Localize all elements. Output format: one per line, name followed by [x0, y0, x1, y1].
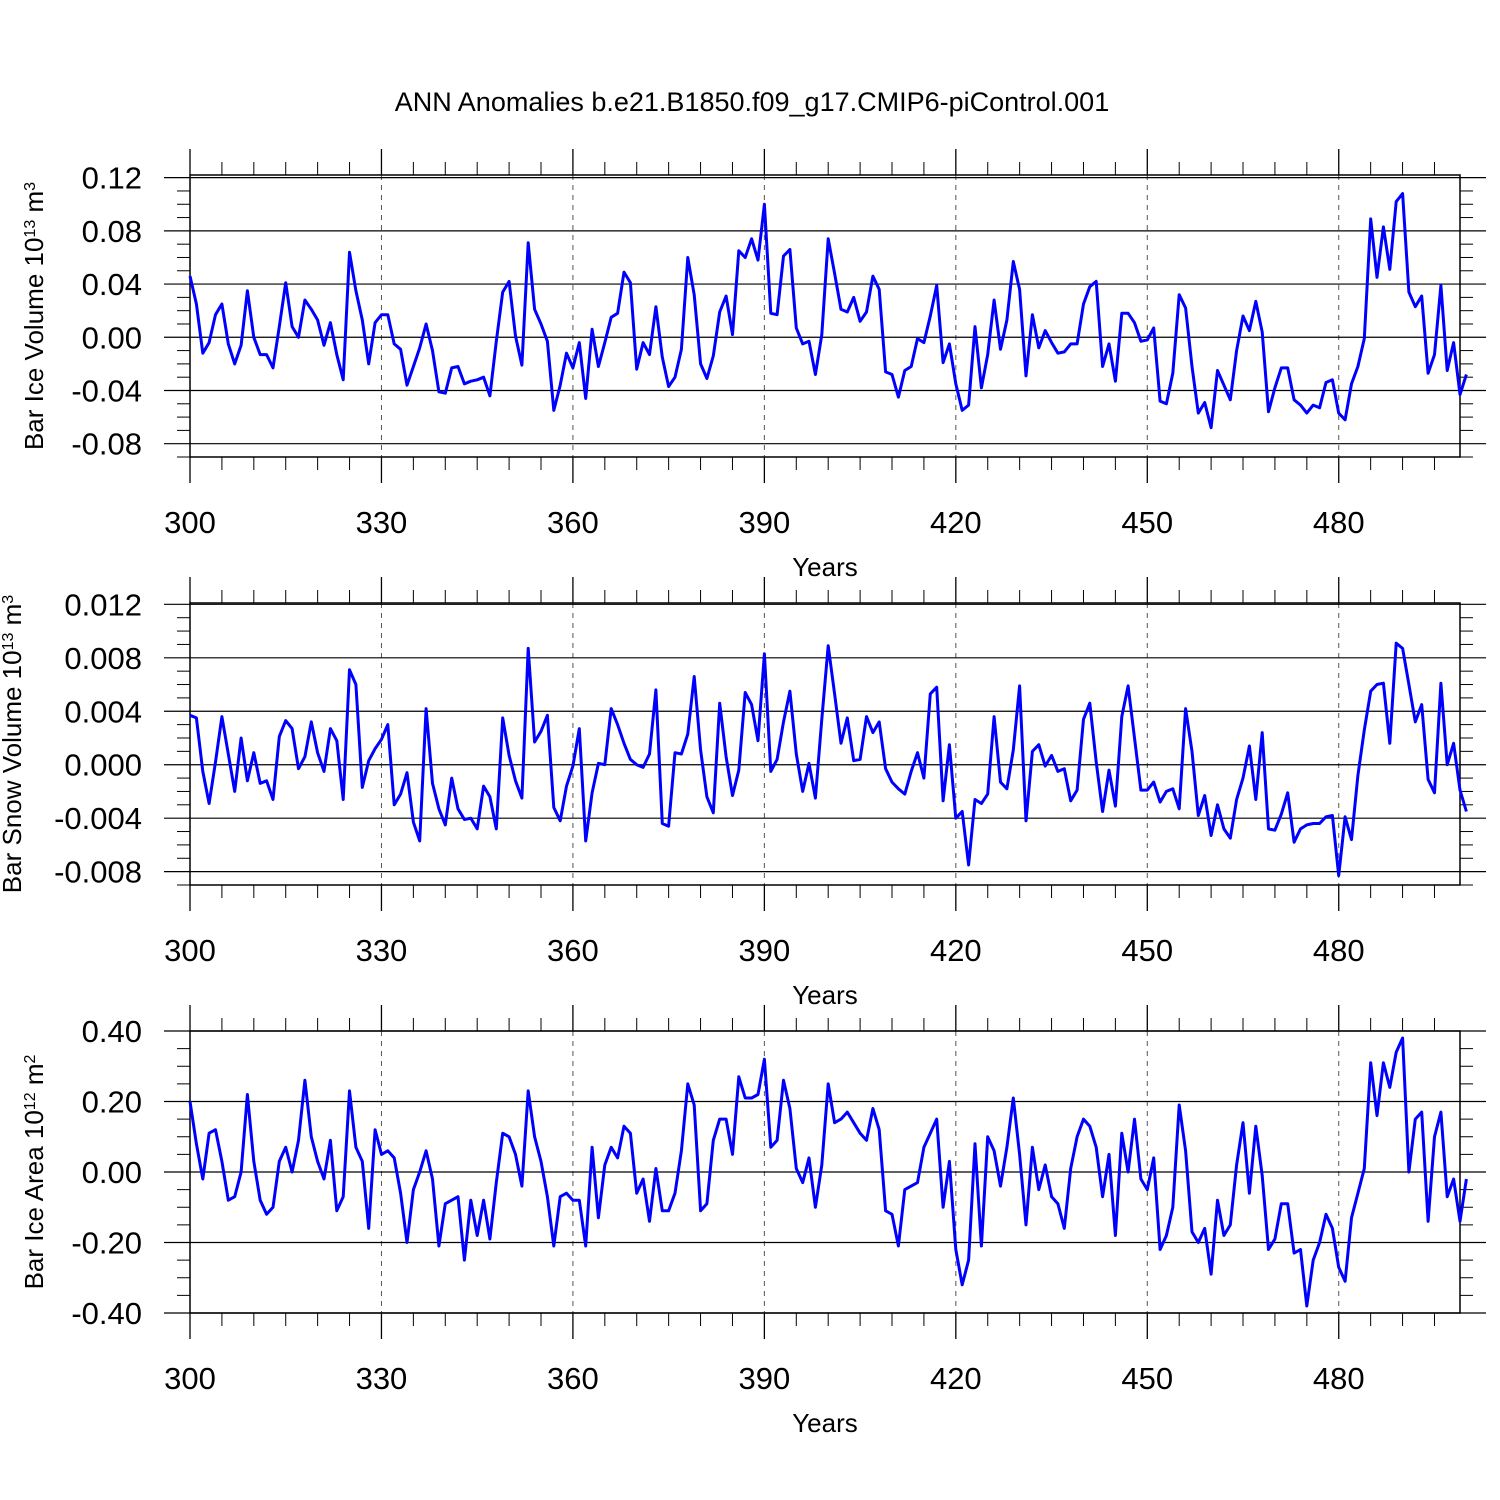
x-axis-label: Years: [792, 1408, 858, 1438]
y-tick-label: 0.000: [64, 748, 142, 783]
y-label-text: Bar Ice Area 10: [19, 1110, 49, 1289]
y-tick-label: 0.08: [82, 214, 142, 249]
y-label-unit-exponent: 2: [22, 1054, 39, 1063]
x-tick-label: 300: [164, 505, 216, 540]
plot-frame: [189, 1030, 1461, 1314]
x-axis-label: Years: [792, 552, 858, 582]
x-tick-label: 390: [739, 933, 791, 968]
panel-snow-volume: 300 330 360 390 420 450 480 -0.008 -0.004 0.000 0.…: [0, 577, 1486, 1010]
plot-frame: [189, 174, 1461, 458]
x-tick-label: 480: [1313, 1361, 1365, 1396]
plot-frame: [189, 602, 1461, 886]
y-tick-label: 0.012: [64, 587, 142, 622]
y-label-unit-exponent: 3: [22, 182, 39, 191]
x-tick-label: 420: [930, 505, 982, 540]
y-axis-label: Bar Ice Volume 1013 m3: [19, 182, 49, 450]
figure-title: ANN Anomalies b.e21.B1850.f09_g17.CMIP6-…: [395, 87, 1109, 117]
x-tick-label: 300: [164, 933, 216, 968]
y-tick-label: -0.008: [54, 855, 142, 890]
y-tick-label: 0.20: [82, 1085, 142, 1120]
data-series-line: [189, 641, 1468, 878]
y-tick-label: 0.004: [64, 694, 142, 729]
x-tick-label: 300: [164, 1361, 216, 1396]
x-tick-label: 450: [1121, 505, 1173, 540]
y-tick-label: 0.12: [82, 161, 142, 196]
y-tick-label: 0.40: [82, 1014, 142, 1049]
x-tick-label: 360: [547, 505, 599, 540]
y-tick-label: -0.04: [71, 373, 142, 408]
panel-ice-area: 300 330 360 390 420 450 480 -0.40 -0.20 0.00 0.20 0…: [19, 1005, 1486, 1438]
y-label-text: Bar Ice Volume 10: [19, 238, 49, 450]
y-tick-label: -0.40: [71, 1296, 142, 1331]
x-tick-label: 480: [1313, 933, 1365, 968]
data-series-line: [188, 1036, 1468, 1308]
x-tick-label: 390: [739, 1361, 791, 1396]
y-tick-label: -0.08: [71, 427, 142, 462]
y-label-unit-exponent: 3: [0, 595, 17, 604]
y-label-unit: m: [19, 1063, 49, 1092]
x-tick-label: 330: [356, 505, 408, 540]
x-tick-label: 360: [547, 933, 599, 968]
x-tick-label: 360: [547, 1361, 599, 1396]
x-tick-label: 390: [739, 505, 791, 540]
y-tick-label: 0.04: [82, 267, 142, 302]
y-tick-label: -0.20: [71, 1226, 142, 1261]
y-label-exponent: 12: [22, 1092, 39, 1110]
y-label-exponent: 13: [22, 220, 39, 238]
y-tick-label: 0.00: [82, 320, 142, 355]
y-tick-label: 0.008: [64, 641, 142, 676]
x-axis-label: Years: [792, 980, 858, 1010]
y-label-text: Bar Snow Volume 10: [0, 650, 27, 893]
x-tick-label: 420: [930, 1361, 982, 1396]
y-axis-label: Bar Snow Volume 1013 m3: [0, 595, 27, 894]
y-axis-label: Bar Ice Area 1012 m2: [19, 1054, 49, 1289]
y-label-unit: m: [0, 604, 27, 633]
y-label-unit: m: [19, 191, 49, 220]
x-tick-label: 330: [356, 933, 408, 968]
x-tick-label: 450: [1121, 1361, 1173, 1396]
x-tick-label: 330: [356, 1361, 408, 1396]
y-tick-label: -0.004: [54, 801, 142, 836]
panel-ice-volume: 300 330 360 390 420 450 480 -0.08 -0.04 0.00 0.04 0…: [19, 149, 1486, 582]
y-label-exponent: 13: [0, 632, 17, 650]
x-tick-label: 420: [930, 933, 982, 968]
x-tick-label: 480: [1313, 505, 1365, 540]
data-series-line: [188, 192, 1468, 430]
x-tick-label: 450: [1121, 933, 1173, 968]
y-tick-label: 0.00: [82, 1155, 142, 1190]
